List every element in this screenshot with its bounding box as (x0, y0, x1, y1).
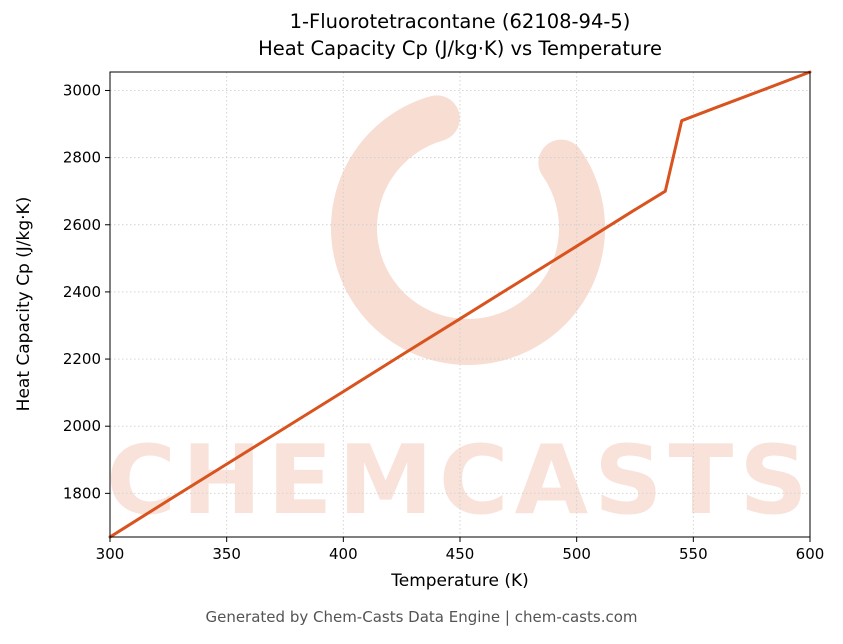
chart-title-line1: 1-Fluorotetracontane (62108-94-5) (289, 10, 631, 33)
chart-title-line2: Heat Capacity Cp (J/kg·K) vs Temperature (258, 37, 662, 60)
x-tick-label: 400 (329, 545, 358, 563)
y-tick-label: 2200 (63, 350, 101, 368)
chart-title: 1-Fluorotetracontane (62108-94-5) Heat C… (110, 8, 810, 62)
footer-text: Generated by Chem-Casts Data Engine | ch… (205, 608, 638, 626)
y-tick-label: 2600 (63, 216, 101, 234)
watermark-logo (331, 90, 605, 365)
y-tick-label: 2000 (63, 417, 101, 435)
y-tick-label: 2800 (63, 149, 101, 167)
watermark-text: CHEMCASTS (106, 426, 814, 536)
x-tick-label: 500 (562, 545, 591, 563)
x-axis-label: Temperature (K) (391, 571, 529, 591)
x-tick-label: 600 (796, 545, 825, 563)
y-tick-label: 2400 (63, 283, 101, 301)
y-tick-label: 1800 (63, 484, 101, 502)
cp-line (108, 70, 812, 539)
x-tick-label: 550 (679, 545, 708, 563)
x-tick-label: 350 (212, 545, 241, 563)
x-tick-label: 300 (96, 545, 125, 563)
y-tick-label: 3000 (63, 81, 101, 99)
x-tick-label: 450 (446, 545, 475, 563)
